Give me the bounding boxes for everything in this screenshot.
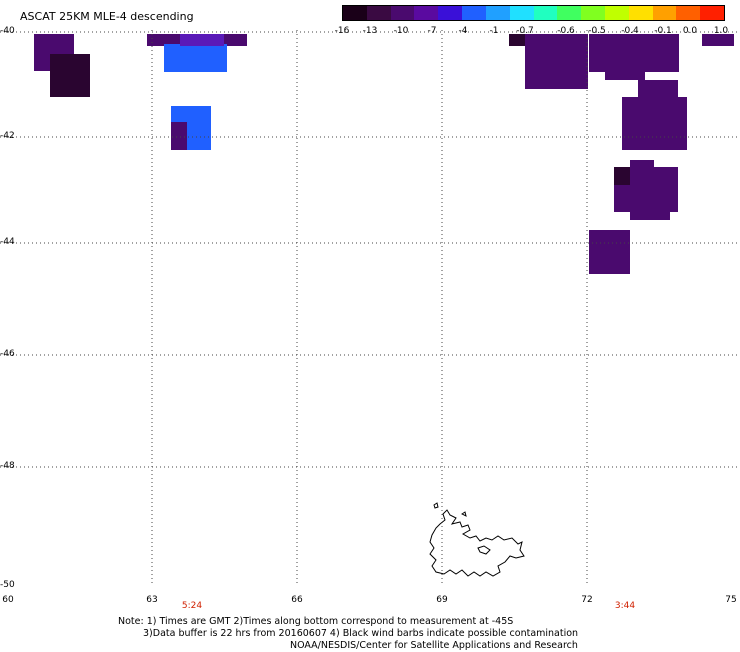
product-title: ASCAT 25KM MLE-4 descending xyxy=(20,10,194,23)
color-scale-segment xyxy=(676,6,701,20)
latitude-label: -40 xyxy=(0,26,15,36)
latitude-label: -46 xyxy=(0,349,15,359)
color-scale-tick-label: -16 xyxy=(334,26,350,36)
note-line-3: NOAA/NESDIS/Center for Satellite Applica… xyxy=(290,640,578,651)
longitude-label: 72 xyxy=(581,595,593,605)
color-scale-tick-label: -10 xyxy=(393,26,409,36)
color-scale-tick-label: 0.0 xyxy=(682,26,698,36)
data-cells xyxy=(34,34,734,274)
data-cell xyxy=(614,167,630,185)
kerguelen-coastline xyxy=(429,502,525,577)
longitude-label: 60 xyxy=(2,595,14,605)
data-cell xyxy=(50,54,90,97)
data-cell xyxy=(630,206,670,220)
color-scale-segment xyxy=(438,6,463,20)
color-scale-segment xyxy=(366,6,391,20)
color-scale-segment xyxy=(343,6,367,20)
color-scale-segment xyxy=(414,6,439,20)
longitude-label: 66 xyxy=(291,595,303,605)
data-cell xyxy=(605,66,645,80)
color-scale-segment xyxy=(390,6,415,20)
time-label: 3:44 xyxy=(614,601,636,611)
color-scale-tick-label: -0.4 xyxy=(621,26,639,36)
data-cell xyxy=(702,34,734,46)
kerguelen-island-outline xyxy=(429,509,525,577)
data-cell xyxy=(638,80,678,102)
latitude-label: -44 xyxy=(0,237,15,247)
color-scale-labels: -16 -13 -10 -7 -4 -1 -0.7 -0.6 -0.5 -0.4 -0.1 0.0 1.… xyxy=(0,26,740,38)
color-scale-segment xyxy=(509,6,534,20)
longitude-label: 63 xyxy=(146,595,158,605)
data-cell xyxy=(622,97,687,150)
color-scale-segment xyxy=(462,6,486,20)
kerguelen-islet-outline xyxy=(433,502,439,509)
color-scale-tick-label: -0.6 xyxy=(557,26,575,36)
data-cell xyxy=(630,160,654,170)
note-line-1: Note: 1) Times are GMT 2)Times along bot… xyxy=(118,616,514,627)
latitude-label: -50 xyxy=(0,580,15,590)
longitude-label: 69 xyxy=(436,595,448,605)
latitude-label: -48 xyxy=(0,461,15,471)
kerguelen-islet-outline xyxy=(461,511,467,517)
color-scale-segment xyxy=(581,6,605,20)
longitude-label: 75 xyxy=(725,595,737,605)
data-cell xyxy=(171,122,187,150)
color-scale-tick-label: -0.5 xyxy=(588,26,606,36)
color-scale-segment xyxy=(604,6,629,20)
data-cell xyxy=(589,230,630,274)
color-scale-tick-label: -13 xyxy=(362,26,378,36)
time-label: 5:24 xyxy=(181,601,203,611)
color-scale-tick-label: 1.0 xyxy=(713,26,729,36)
data-cell xyxy=(525,34,588,89)
color-scale-tick-label: -0.1 xyxy=(654,26,672,36)
color-scale-tick-label: -4 xyxy=(458,26,468,36)
data-cell xyxy=(180,34,224,46)
color-scale-segment xyxy=(628,6,653,20)
data-cell xyxy=(589,34,679,72)
color-scale-tick-label: -0.7 xyxy=(516,26,534,36)
color-scale-segment xyxy=(557,6,582,20)
color-scale-tick-label: -1 xyxy=(489,26,499,36)
lat-lon-grid xyxy=(0,30,740,586)
latitude-label: -42 xyxy=(0,131,15,141)
color-scale-segment xyxy=(485,6,510,20)
color-scale-segment xyxy=(652,6,677,20)
note-line-2: 3)Data buffer is 22 hrs from 20160607 4)… xyxy=(143,628,579,639)
color-scale-bar xyxy=(342,5,725,21)
data-cell xyxy=(164,44,227,72)
kerguelen-peninsula-outline xyxy=(477,545,491,555)
color-scale-segment xyxy=(533,6,558,20)
color-scale-tick-label: -7 xyxy=(427,26,437,36)
color-scale-segment xyxy=(700,6,724,20)
